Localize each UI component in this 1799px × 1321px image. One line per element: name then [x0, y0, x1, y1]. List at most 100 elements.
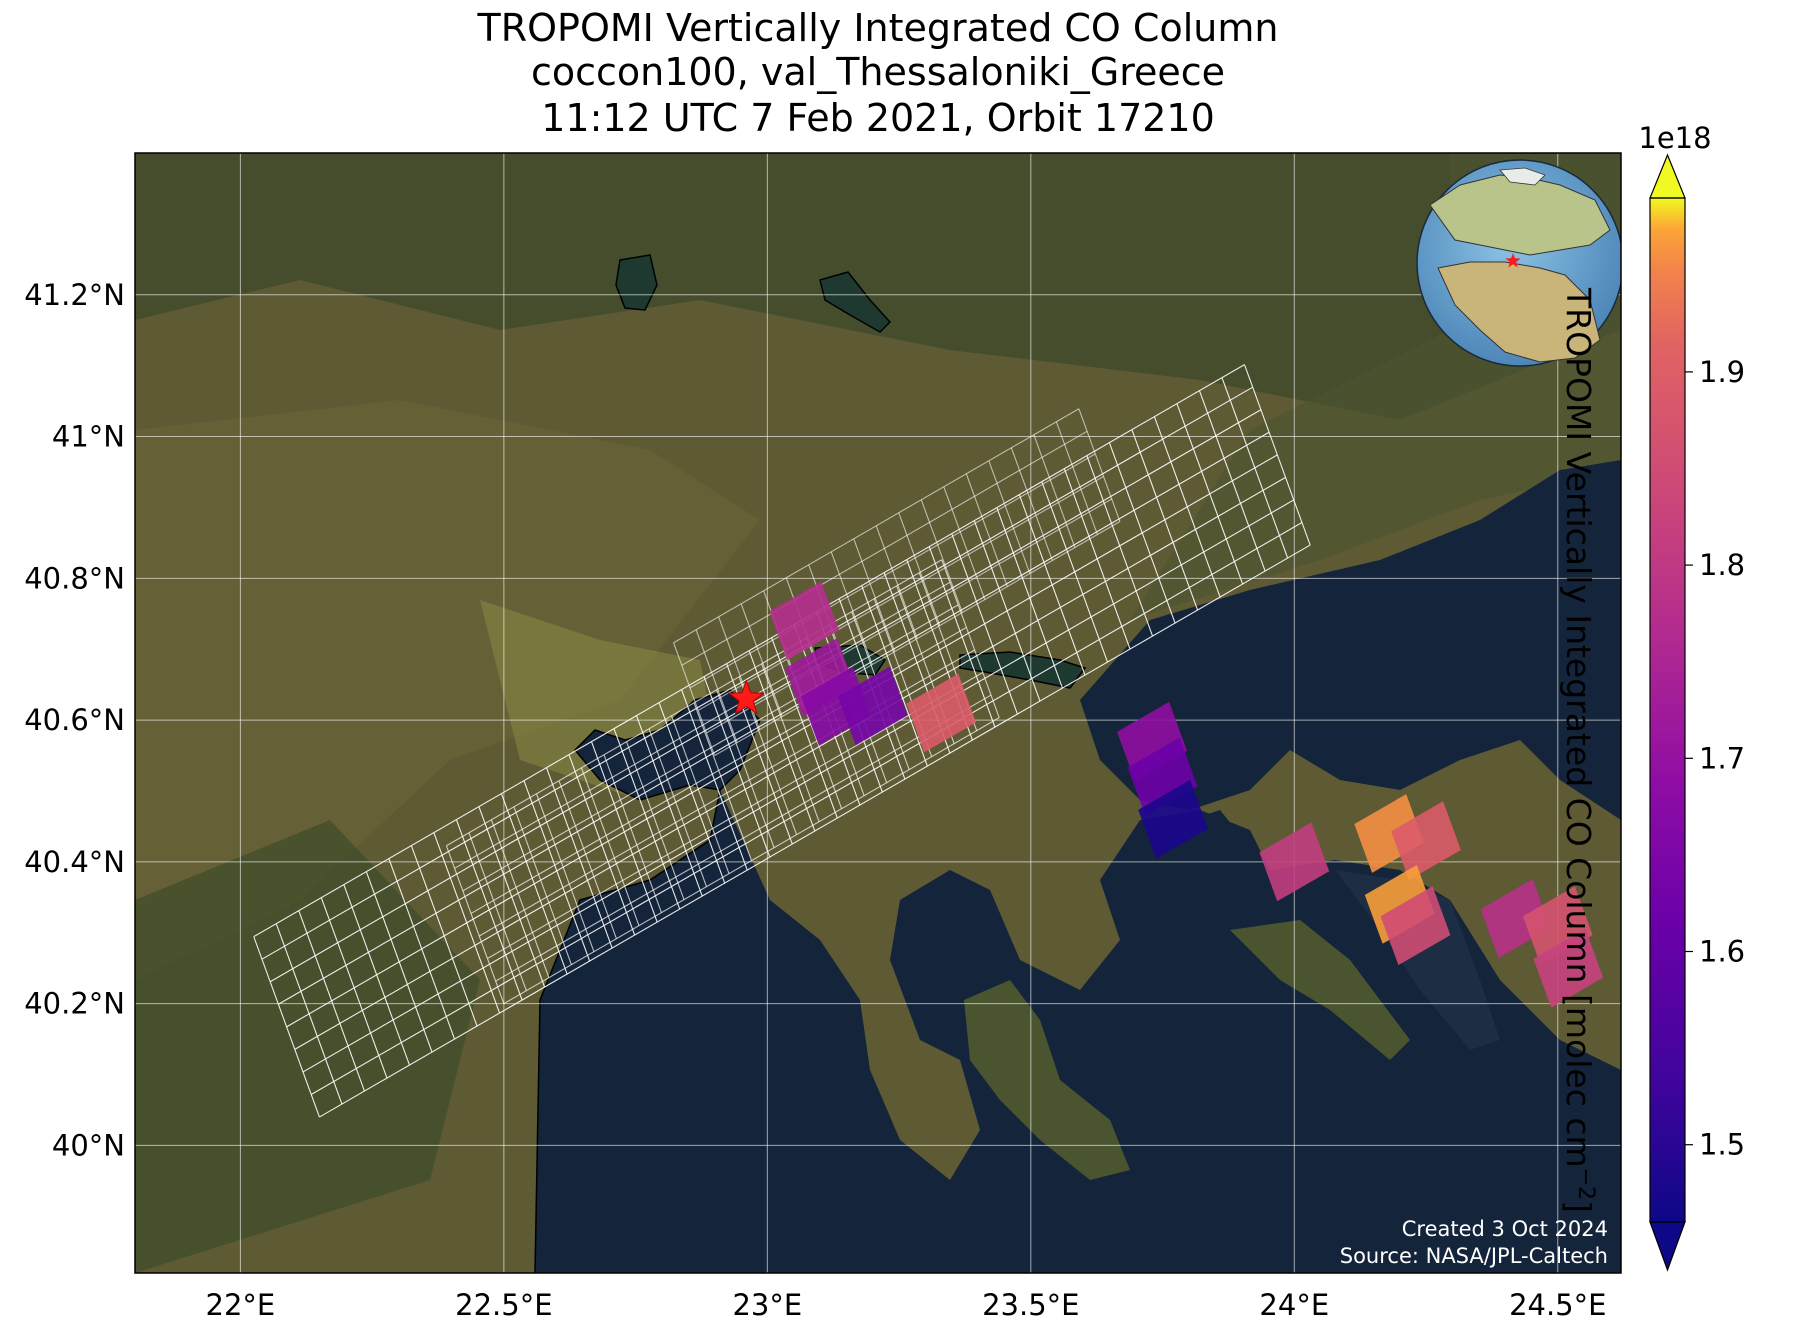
swath-gridline — [695, 629, 738, 743]
swath-gridline — [996, 507, 1063, 689]
map-title: TROPOMI Vertically Integrated CO Column — [477, 6, 1279, 50]
swath-gridline — [1131, 429, 1199, 611]
swath-gridline — [388, 858, 456, 1040]
swath-gridline — [861, 585, 928, 767]
central-plain — [135, 400, 760, 980]
swath-gridline — [965, 473, 1008, 587]
swath-gridline — [523, 780, 591, 962]
swath-gridline — [830, 551, 873, 665]
swath-gridline — [1176, 403, 1244, 585]
co-column-pixels — [769, 581, 1604, 1008]
arctic-ice — [1499, 167, 1546, 186]
co-pixel[interactable] — [801, 666, 871, 746]
swath-gridline — [671, 715, 730, 874]
swath-gridline — [580, 767, 640, 926]
colorbar-tick-label: 1.6 — [1699, 935, 1745, 969]
swath-gridline — [658, 702, 726, 884]
co-pixel[interactable] — [1354, 794, 1424, 873]
site-star-icon[interactable] — [727, 679, 765, 715]
inset-globe — [1416, 159, 1621, 367]
co-pixel[interactable] — [1391, 801, 1461, 880]
colorbar-extend-min — [1649, 1221, 1686, 1272]
swath-gridline — [988, 460, 1031, 574]
lake-kerkini — [819, 271, 892, 333]
swath-gridline — [973, 520, 1041, 702]
map-subtitle-time: 11:12 UTC 7 Feb 2021, Orbit 17210 — [541, 96, 1215, 140]
globe-site-star-icon — [1505, 253, 1521, 268]
longitude-tick-label: 24.5°E — [1509, 1288, 1606, 1321]
swath-gridline — [943, 486, 986, 600]
swath-gridline — [941, 559, 1000, 718]
longitude-tick-label: 22°E — [206, 1288, 276, 1321]
africa-landmass — [1437, 261, 1601, 363]
swath-gridline — [513, 806, 572, 965]
co-pixel[interactable] — [1480, 879, 1551, 958]
co-pixel[interactable] — [1117, 701, 1187, 781]
co-pixel[interactable] — [1533, 928, 1604, 1008]
swath-gridline — [478, 806, 546, 988]
coastline-west — [534, 789, 721, 1273]
co-pixel[interactable] — [1127, 737, 1198, 817]
swath-gridline — [1010, 447, 1053, 561]
swath-gridline — [898, 512, 941, 626]
strymonian-gulf-sea — [1080, 460, 1621, 820]
swath-gridline — [636, 715, 703, 897]
colorbar-exponent: 1e18 — [1638, 121, 1711, 155]
swath-gridline — [568, 754, 636, 936]
swath-gridline — [716, 689, 775, 848]
co-pixel[interactable] — [1259, 822, 1330, 902]
lake-doirani — [615, 254, 658, 311]
swath-gridline — [558, 780, 617, 939]
swath-gridline — [1086, 455, 1154, 637]
latitude-tick-labels: 40°N 40.2°N 40.4°N 40.6°N 40.8°N 41°N 41.2°N — [24, 278, 125, 1163]
latitude-tick-label: 41°N — [52, 420, 125, 454]
colorbar-tick-label: 1.7 — [1699, 741, 1745, 775]
latitude-tick-label: 40.2°N — [24, 987, 125, 1021]
swath-gridline — [613, 728, 681, 910]
map-subtitle-site: coccon100, val_Thessaloniki_Greece — [530, 50, 1226, 94]
latitude-tick-label: 40°N — [52, 1128, 125, 1162]
swath-gridline — [771, 637, 838, 819]
swath-gridline — [875, 525, 918, 639]
sithonia-peninsula — [1230, 920, 1410, 1060]
swath-gridline — [545, 767, 613, 949]
co-pixel[interactable] — [837, 666, 908, 746]
swath-gridline — [468, 832, 527, 991]
swath-gridline — [648, 728, 708, 887]
colorbar-ticks: 1.5 1.6 1.7 1.8 1.9 — [1685, 355, 1745, 1162]
colorbar-tick-label: 1.5 — [1699, 1128, 1745, 1162]
swath-gridline — [1018, 494, 1086, 676]
swath-gridline — [1243, 364, 1311, 546]
map-frame — [134, 152, 1622, 1274]
latitude-tick-label: 40.6°N — [24, 703, 125, 737]
swath-gridline — [275, 923, 343, 1105]
co-pixel[interactable] — [1380, 886, 1451, 966]
co-pixel[interactable] — [769, 581, 840, 661]
co-pixel[interactable] — [1522, 886, 1593, 966]
swath-gridline — [455, 819, 523, 1001]
latitude-tick-label: 40.8°N — [24, 561, 125, 595]
credit-source: Source: NASA/JPL-Caltech — [1340, 1244, 1608, 1268]
swath-gridline — [343, 884, 411, 1066]
colorbar-tick-label: 1.9 — [1699, 355, 1745, 389]
co-pixel[interactable] — [1138, 779, 1208, 859]
colorbar-extend-max — [1649, 153, 1686, 199]
swath-gridline — [1055, 421, 1098, 535]
swath-gridline — [703, 676, 771, 858]
swath-gridline — [1063, 468, 1131, 650]
swath-gridline — [1078, 408, 1121, 522]
swath-gridline — [853, 538, 896, 652]
swath-gridline — [761, 663, 820, 822]
co-pixel[interactable] — [1364, 865, 1435, 944]
map-panel[interactable]: Created 3 Oct 2024 Source: NASA/JPL-Calt… — [135, 153, 1623, 1273]
swath-gridline — [320, 897, 388, 1079]
swath-gridline — [673, 642, 716, 756]
colorbar-label: TROPOMI Vertically Integrated CO Column … — [1559, 288, 1598, 1213]
swath-gridline — [590, 741, 658, 923]
swath-gridline — [445, 845, 505, 1004]
swath-gridline — [740, 603, 783, 717]
co-pixel[interactable] — [906, 673, 977, 753]
swath-gridline — [500, 793, 568, 975]
swath-gridline — [410, 845, 478, 1027]
